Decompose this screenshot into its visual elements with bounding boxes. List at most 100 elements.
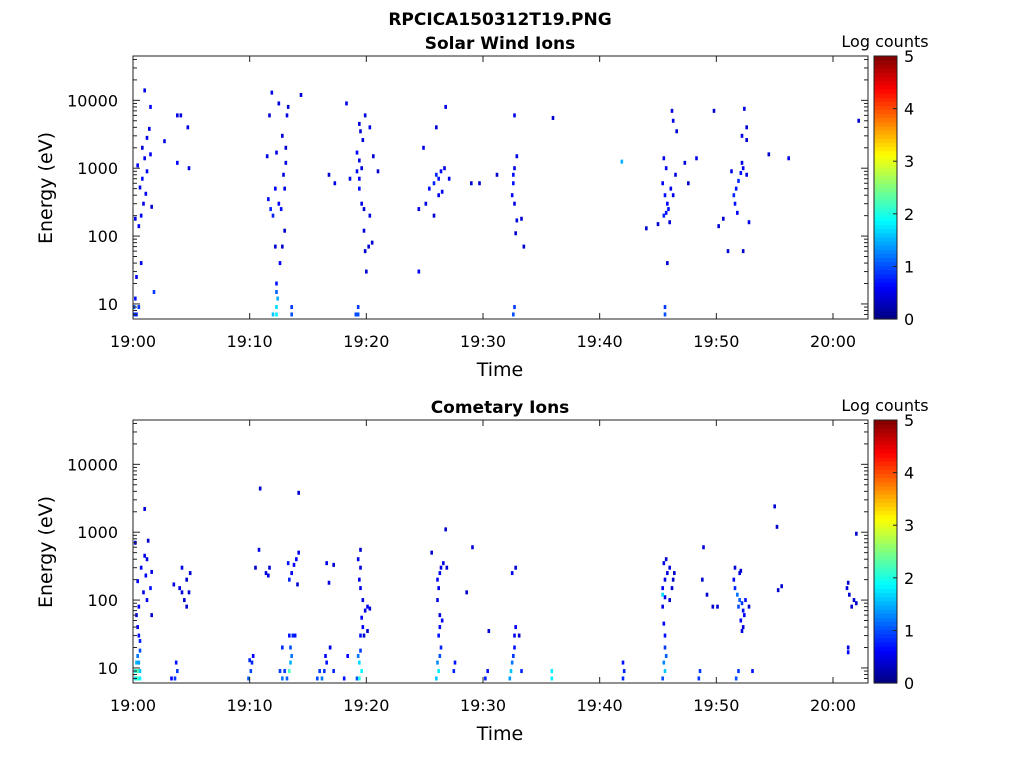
heatmap-cell: [145, 169, 149, 174]
heatmap-cell: [359, 648, 362, 653]
heatmap-cell: [358, 121, 361, 126]
y-tick-label: 1000: [77, 159, 118, 178]
heatmap-cell: [136, 676, 139, 681]
heatmap-cell: [360, 615, 363, 620]
heatmap-cell: [367, 244, 370, 249]
colorbar-segment: [874, 138, 897, 143]
heatmap-cell: [138, 648, 142, 653]
heatmap-cell: [621, 660, 625, 665]
heatmap-cell: [348, 176, 352, 181]
heatmap-cell: [787, 156, 790, 161]
heatmap-cell: [436, 660, 439, 665]
heatmap-cell: [671, 118, 675, 123]
colorbar-segment: [874, 670, 897, 676]
panel-title: Cometary Ions: [431, 398, 570, 418]
colorbar-segment: [874, 477, 897, 483]
heatmap-cell: [662, 213, 666, 218]
heatmap-cell: [354, 312, 358, 317]
heatmap-cell: [442, 561, 445, 566]
heatmap-cell: [281, 133, 284, 138]
heatmap-cell: [362, 207, 366, 212]
colorbar-segment: [874, 199, 897, 205]
colorbar-segment: [874, 522, 897, 528]
colorbar-segment: [874, 150, 897, 156]
heatmap-cell: [738, 598, 741, 603]
heatmap-cell: [362, 228, 366, 233]
heatmap-cell: [360, 166, 363, 171]
heatmap-cell: [137, 224, 141, 229]
colorbar-segment: [874, 600, 897, 606]
heatmap-cell: [288, 633, 291, 638]
colorbar-segment: [874, 125, 897, 131]
heatmap-cell: [170, 676, 173, 681]
heatmap-cell: [356, 653, 360, 658]
heatmap-cell: [486, 669, 489, 674]
colorbar-segment: [874, 113, 897, 119]
colorbar-segment: [874, 294, 897, 300]
colorbar-segment: [874, 134, 897, 139]
heatmap-cell: [149, 152, 152, 157]
heatmap-cell: [141, 176, 144, 181]
colorbar-segment: [874, 551, 897, 557]
colorbar-segment: [874, 245, 897, 250]
heatmap-cell: [668, 598, 671, 603]
heatmap-cell: [740, 629, 744, 634]
heatmap-cell: [277, 201, 281, 206]
y-tick-label: 10: [98, 659, 118, 678]
colorbar-segment: [874, 650, 897, 655]
heatmap-cell: [275, 305, 278, 310]
heatmap-cell: [663, 577, 667, 582]
heatmap-cell: [136, 625, 139, 630]
heatmap-cell: [744, 598, 747, 603]
heatmap-cell: [733, 201, 737, 206]
heatmap-cell: [513, 305, 516, 310]
colorbar-segment: [874, 220, 897, 226]
heatmap-cell: [358, 158, 361, 163]
heatmap-cell: [358, 186, 361, 191]
heatmap-cell: [144, 191, 148, 196]
colorbar-segment: [874, 428, 897, 433]
heatmap-cell: [136, 579, 139, 584]
colorbar-segment: [874, 654, 897, 659]
heatmap-cell: [297, 490, 300, 495]
heatmap-cell: [358, 660, 361, 665]
colorbar-segment: [874, 493, 897, 499]
colorbar-segment: [874, 576, 897, 581]
heatmap-cell: [726, 249, 730, 254]
heatmap-cell: [741, 249, 745, 254]
y-axis-label: Energy (eV): [35, 496, 57, 608]
heatmap-cell: [444, 104, 447, 109]
cometary-ions-panel: Cometary Ions 19:00 19:10 19:20 19:30 19:40 1…: [35, 396, 929, 745]
colorbar-segment: [874, 580, 897, 585]
heatmap-cell: [180, 590, 184, 595]
heatmap-cell: [487, 629, 491, 634]
heatmap-cell: [662, 561, 666, 566]
heatmap-cell: [739, 568, 743, 573]
axes: 19:00 19:10 19:20 19:30 19:40 19:50 20:00 10 100…: [67, 420, 868, 715]
colorbar-segment: [874, 424, 897, 429]
heatmap-cell: [424, 201, 428, 206]
heatmap-cell: [275, 312, 278, 317]
heatmap-cell: [510, 571, 514, 576]
heatmap-cell: [739, 618, 743, 623]
heatmap-cell: [439, 169, 443, 174]
heatmap-cell: [661, 676, 664, 681]
colorbar-segment: [874, 105, 897, 111]
heatmap-cell: [452, 669, 456, 674]
heatmap-cell: [174, 660, 178, 665]
heatmap-cell: [437, 586, 440, 591]
heatmap-cell: [359, 633, 362, 638]
colorbar-segment: [874, 97, 897, 102]
colorbar-tick-label: 1: [904, 257, 914, 276]
heatmap-cell: [666, 201, 669, 206]
heatmap-cell: [513, 645, 516, 650]
heatmap-cell: [271, 312, 275, 317]
colorbar-segment: [874, 461, 897, 466]
x-tick-label: 19:00: [110, 332, 156, 351]
colorbar-segment: [874, 60, 897, 65]
heatmap-cell: [144, 573, 148, 578]
heatmap-cell: [148, 126, 151, 131]
heatmap-cell: [435, 125, 438, 130]
heatmap-cell: [276, 296, 279, 301]
